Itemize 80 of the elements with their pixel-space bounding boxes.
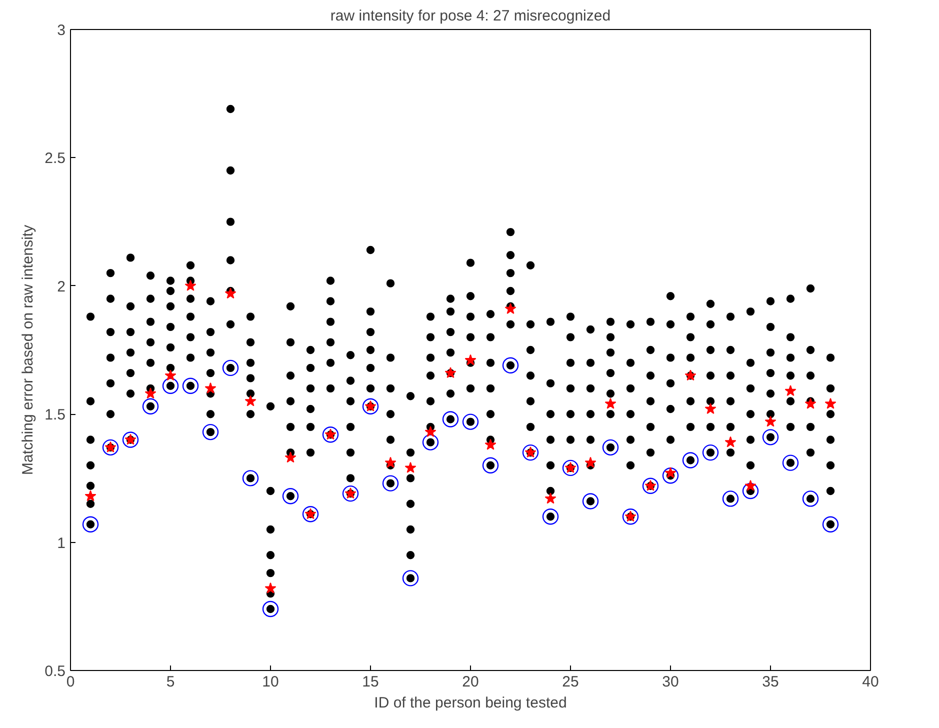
y-axis-title: Matching error based on raw intensity xyxy=(20,224,37,476)
point xyxy=(762,429,779,446)
point xyxy=(562,460,579,476)
point xyxy=(504,302,516,314)
point xyxy=(282,488,299,504)
point xyxy=(704,402,716,414)
point xyxy=(222,360,239,376)
point xyxy=(484,438,496,450)
point xyxy=(642,478,659,494)
point xyxy=(782,454,799,471)
point xyxy=(84,490,96,502)
point xyxy=(822,516,839,532)
y-tick-label: 1 xyxy=(57,534,66,552)
point xyxy=(122,432,139,448)
point xyxy=(464,354,476,366)
x-tick-label: 30 xyxy=(662,674,679,690)
point xyxy=(424,426,436,437)
point xyxy=(224,288,236,299)
y-tick-label: 0.5 xyxy=(44,663,66,680)
point xyxy=(742,482,759,500)
y-tick-label: 3 xyxy=(57,22,66,39)
point xyxy=(622,508,639,525)
point xyxy=(462,414,479,430)
point xyxy=(162,378,179,394)
point xyxy=(804,398,816,409)
chart-title: raw intensity for pose 4: 27 misrecognized xyxy=(330,8,611,24)
point xyxy=(662,468,679,484)
point xyxy=(602,439,619,456)
x-tick-label: 10 xyxy=(262,674,279,690)
y-tick-label: 2 xyxy=(57,278,66,296)
x-tick-label: 0 xyxy=(66,674,75,690)
point xyxy=(702,444,719,461)
x-tick-label: 15 xyxy=(362,674,379,690)
point xyxy=(582,493,599,510)
point xyxy=(164,370,176,381)
point xyxy=(384,456,396,468)
point xyxy=(542,508,559,525)
point xyxy=(322,426,339,443)
point xyxy=(584,456,596,468)
point xyxy=(422,434,439,450)
point xyxy=(82,516,99,532)
x-tick-label: 5 xyxy=(166,674,175,690)
x-tick-label: 20 xyxy=(462,674,479,690)
x-tick-label: 35 xyxy=(762,674,779,690)
y-tick-label: 2.5 xyxy=(44,150,66,168)
x-tick-label: 25 xyxy=(562,674,579,690)
point xyxy=(402,570,419,586)
x-tick-label: 40 xyxy=(862,674,879,690)
point xyxy=(502,357,519,374)
point xyxy=(824,398,836,409)
point xyxy=(302,506,319,522)
point xyxy=(262,600,279,618)
point xyxy=(362,398,379,414)
x-axis-title: ID of the person being tested xyxy=(374,694,567,712)
point xyxy=(242,470,259,486)
point xyxy=(802,490,819,507)
point xyxy=(784,385,796,396)
point xyxy=(284,452,296,463)
point xyxy=(204,382,216,394)
point xyxy=(522,444,539,461)
point xyxy=(764,416,776,427)
point xyxy=(724,436,736,448)
point xyxy=(604,398,616,409)
point xyxy=(442,411,459,428)
point xyxy=(404,462,416,473)
point xyxy=(102,439,119,456)
point xyxy=(142,398,159,414)
point xyxy=(144,388,156,399)
point xyxy=(202,424,219,440)
y-tick-label: 1.5 xyxy=(44,406,66,424)
point xyxy=(544,492,556,504)
point xyxy=(184,280,196,291)
point xyxy=(182,378,199,394)
point xyxy=(264,582,276,594)
point xyxy=(244,395,256,406)
point xyxy=(682,452,699,468)
point xyxy=(382,475,399,492)
point xyxy=(722,490,739,507)
point xyxy=(342,486,359,502)
point xyxy=(482,457,499,474)
